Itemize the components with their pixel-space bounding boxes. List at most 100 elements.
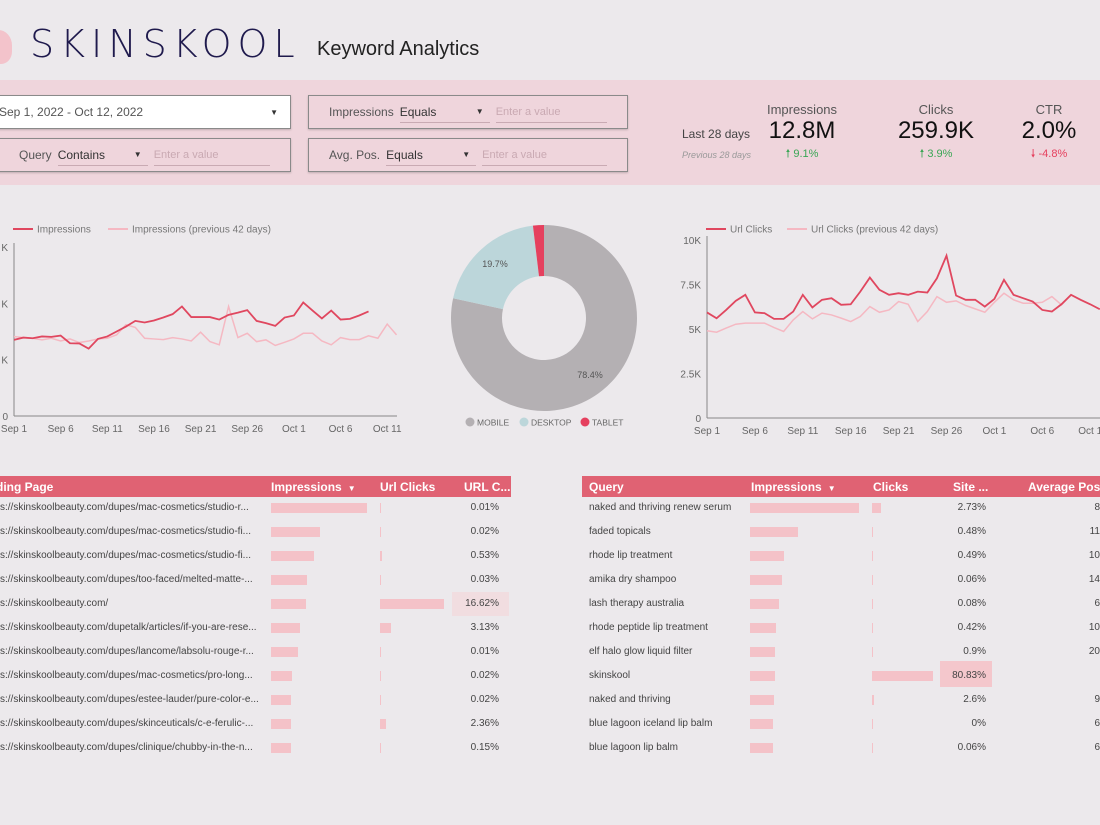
kpi-delta: 🠗 -4.8% bbox=[989, 145, 1100, 164]
landing-page-cell[interactable]: s://skinskoolbeauty.com/dupes/lancome/la… bbox=[0, 646, 254, 657]
table-row[interactable]: rhode lip treatment 0.49% 10 bbox=[582, 544, 1100, 568]
avg-pos-operator-select[interactable]: Equals ▼ bbox=[386, 144, 477, 166]
column-header[interactable]: Query bbox=[589, 480, 624, 494]
column-header-label: Average Posit bbox=[1028, 480, 1100, 494]
impressions-bar bbox=[750, 599, 780, 609]
landing-page-cell[interactable]: s://skinskoolbeauty.com/dupes/clinique/c… bbox=[0, 742, 253, 753]
table-row[interactable]: s://skinskoolbeauty.com/dupes/skinceutic… bbox=[0, 712, 511, 736]
site-ctr-cell: 0.06% bbox=[957, 742, 986, 753]
column-header-label: Clicks bbox=[873, 480, 909, 494]
table-row[interactable]: s://skinskoolbeauty.com/dupes/lancome/la… bbox=[0, 640, 511, 664]
impressions-value-input[interactable]: Enter a value bbox=[495, 101, 607, 123]
query-operator-select[interactable]: Contains ▼ bbox=[57, 144, 148, 166]
clicks-bar bbox=[872, 527, 873, 537]
table-row[interactable]: s://skinskoolbeauty.com/16.62% bbox=[0, 592, 511, 616]
y-tick-label: K bbox=[1, 299, 8, 310]
series-line-current bbox=[706, 252, 1100, 320]
avg-position-cell: 10 bbox=[1088, 550, 1100, 561]
landing-page-cell[interactable]: s://skinskoolbeauty.com/dupetalk/article… bbox=[0, 622, 257, 633]
query-cell[interactable]: blue lagoon lip balm bbox=[589, 742, 678, 753]
table-row[interactable]: s://skinskoolbeauty.com/dupes/mac-cosmet… bbox=[0, 664, 511, 688]
table-row[interactable]: s://skinskoolbeauty.com/dupes/too-faced/… bbox=[0, 568, 511, 592]
column-header[interactable]: Clicks bbox=[873, 480, 908, 494]
query-cell[interactable]: rhode lip treatment bbox=[589, 550, 673, 561]
column-header[interactable]: Site ... bbox=[953, 480, 988, 494]
impressions-bar bbox=[271, 599, 306, 609]
query-cell[interactable]: naked and thriving renew serum bbox=[589, 502, 732, 513]
query-cell[interactable]: skinskool bbox=[589, 670, 631, 681]
slice-label: 19.7% bbox=[482, 259, 508, 269]
filter-label: Query bbox=[19, 148, 52, 162]
y-tick-label: 7.5K bbox=[680, 281, 701, 292]
avg-pos-value-input[interactable]: Enter a value bbox=[482, 144, 607, 166]
column-header[interactable]: Impressions ▼ bbox=[271, 480, 356, 494]
table-row[interactable]: faded topicals 0.48% 11 bbox=[582, 520, 1100, 544]
kpi-value: 2.0% bbox=[1021, 117, 1077, 144]
table-row[interactable]: blue lagoon iceland lip balm 0% 6 bbox=[582, 712, 1100, 736]
column-header[interactable]: Url Clicks bbox=[380, 480, 435, 494]
landing-page-cell[interactable]: s://skinskoolbeauty.com/dupes/estee-laud… bbox=[0, 694, 259, 705]
query-cell[interactable]: rhode peptide lip treatment bbox=[589, 622, 708, 633]
y-tick-label: 10K bbox=[683, 236, 701, 247]
column-header[interactable]: Average Posit bbox=[1028, 480, 1100, 494]
impressions-bar bbox=[750, 623, 777, 633]
column-header[interactable]: URL C... bbox=[464, 480, 510, 494]
legend-label: MOBILE bbox=[477, 418, 509, 428]
query-filter: Query Contains ▼ Enter a value bbox=[0, 138, 291, 172]
table-row[interactable]: blue lagoon lip balm 0.06% 6 bbox=[582, 736, 1100, 760]
donut-slice-mobile[interactable] bbox=[451, 225, 637, 411]
table-row[interactable]: amika dry shampoo 0.06% 14 bbox=[582, 568, 1100, 592]
table-row[interactable]: rhode peptide lip treatment 0.42% 10 bbox=[582, 616, 1100, 640]
table-row[interactable]: s://skinskoolbeauty.com/dupes/estee-laud… bbox=[0, 688, 511, 712]
table-row[interactable]: elf halo glow liquid filter 0.9% 20 bbox=[582, 640, 1100, 664]
clicks-bar bbox=[872, 623, 873, 633]
landing-page-cell[interactable]: s://skinskoolbeauty.com/dupes/mac-cosmet… bbox=[0, 526, 252, 537]
table-row[interactable]: s://skinskoolbeauty.com/dupes/mac-cosmet… bbox=[0, 520, 511, 544]
landing-page-cell[interactable]: s://skinskoolbeauty.com/dupes/mac-cosmet… bbox=[0, 502, 249, 513]
landing-page-cell[interactable]: s://skinskoolbeauty.com/dupes/mac-cosmet… bbox=[0, 550, 252, 561]
query-cell[interactable]: blue lagoon iceland lip balm bbox=[589, 718, 713, 729]
table-row[interactable]: s://skinskoolbeauty.com/dupes/clinique/c… bbox=[0, 736, 511, 760]
x-tick-label: Sep 26 bbox=[231, 424, 263, 435]
table-row[interactable]: lash therapy australia 0.08% 6 bbox=[582, 592, 1100, 616]
donut-slice-tablet[interactable] bbox=[532, 225, 544, 277]
sort-desc-icon[interactable]: ▼ bbox=[827, 484, 836, 493]
landing-page-cell[interactable]: s://skinskoolbeauty.com/dupes/mac-cosmet… bbox=[0, 670, 253, 681]
table-row[interactable]: skinskool 80.83% bbox=[582, 661, 1100, 688]
date-range-picker[interactable]: Sep 1, 2022 - Oct 12, 2022 ▼ bbox=[0, 95, 291, 129]
table-row[interactable]: naked and thriving renew serum 2.73% 8 bbox=[582, 496, 1100, 520]
avg-pos-filter: Avg. Pos. Equals ▼ Enter a value bbox=[308, 138, 628, 172]
query-cell[interactable]: naked and thriving bbox=[589, 694, 671, 705]
table-row[interactable]: s://skinskoolbeauty.com/dupes/mac-cosmet… bbox=[0, 496, 511, 520]
column-header[interactable]: ding Page bbox=[0, 480, 53, 494]
landing-page-cell[interactable]: s://skinskoolbeauty.com/ bbox=[0, 598, 109, 609]
kpi-label: Clicks bbox=[918, 102, 954, 117]
query-cell[interactable]: lash therapy australia bbox=[589, 598, 685, 609]
donut-slice-desktop[interactable] bbox=[453, 225, 539, 310]
impressions-operator-select[interactable]: Equals ▼ bbox=[399, 101, 490, 123]
url-ctr-cell: 2.36% bbox=[470, 718, 499, 729]
table-row[interactable]: s://skinskoolbeauty.com/dupetalk/article… bbox=[0, 616, 511, 640]
table-row[interactable]: s://skinskoolbeauty.com/dupes/mac-cosmet… bbox=[0, 544, 511, 568]
column-header-label: Url Clicks bbox=[380, 480, 436, 494]
sort-desc-icon[interactable]: ▼ bbox=[347, 484, 356, 493]
kpi-delta-value: -4.8% bbox=[1038, 148, 1068, 160]
url-clicks-bar bbox=[380, 503, 381, 513]
avg-position-cell: 8 bbox=[1094, 502, 1100, 513]
query-cell[interactable]: amika dry shampoo bbox=[589, 574, 677, 585]
query-cell[interactable]: elf halo glow liquid filter bbox=[589, 646, 693, 657]
kpi-delta: 🠕 3.9% bbox=[876, 145, 996, 164]
query-cell[interactable]: faded topicals bbox=[589, 526, 651, 537]
x-tick-label: Sep 1 bbox=[1, 424, 28, 435]
column-header[interactable]: Impressions ▼ bbox=[751, 480, 836, 494]
landing-page-cell[interactable]: s://skinskoolbeauty.com/dupes/too-faced/… bbox=[0, 574, 253, 585]
avg-position-cell: 6 bbox=[1094, 718, 1100, 729]
dropdown-arrow-icon: ▼ bbox=[133, 150, 142, 159]
column-header-label: Impressions bbox=[271, 480, 342, 494]
site-ctr-cell: 2.6% bbox=[963, 694, 986, 705]
query-value-input[interactable]: Enter a value bbox=[153, 144, 270, 166]
landing-page-cell[interactable]: s://skinskoolbeauty.com/dupes/skinceutic… bbox=[0, 718, 254, 729]
url-clicks-bar bbox=[380, 599, 444, 609]
table-row[interactable]: naked and thriving 2.6% 9 bbox=[582, 688, 1100, 712]
legend-swatch bbox=[580, 417, 590, 427]
